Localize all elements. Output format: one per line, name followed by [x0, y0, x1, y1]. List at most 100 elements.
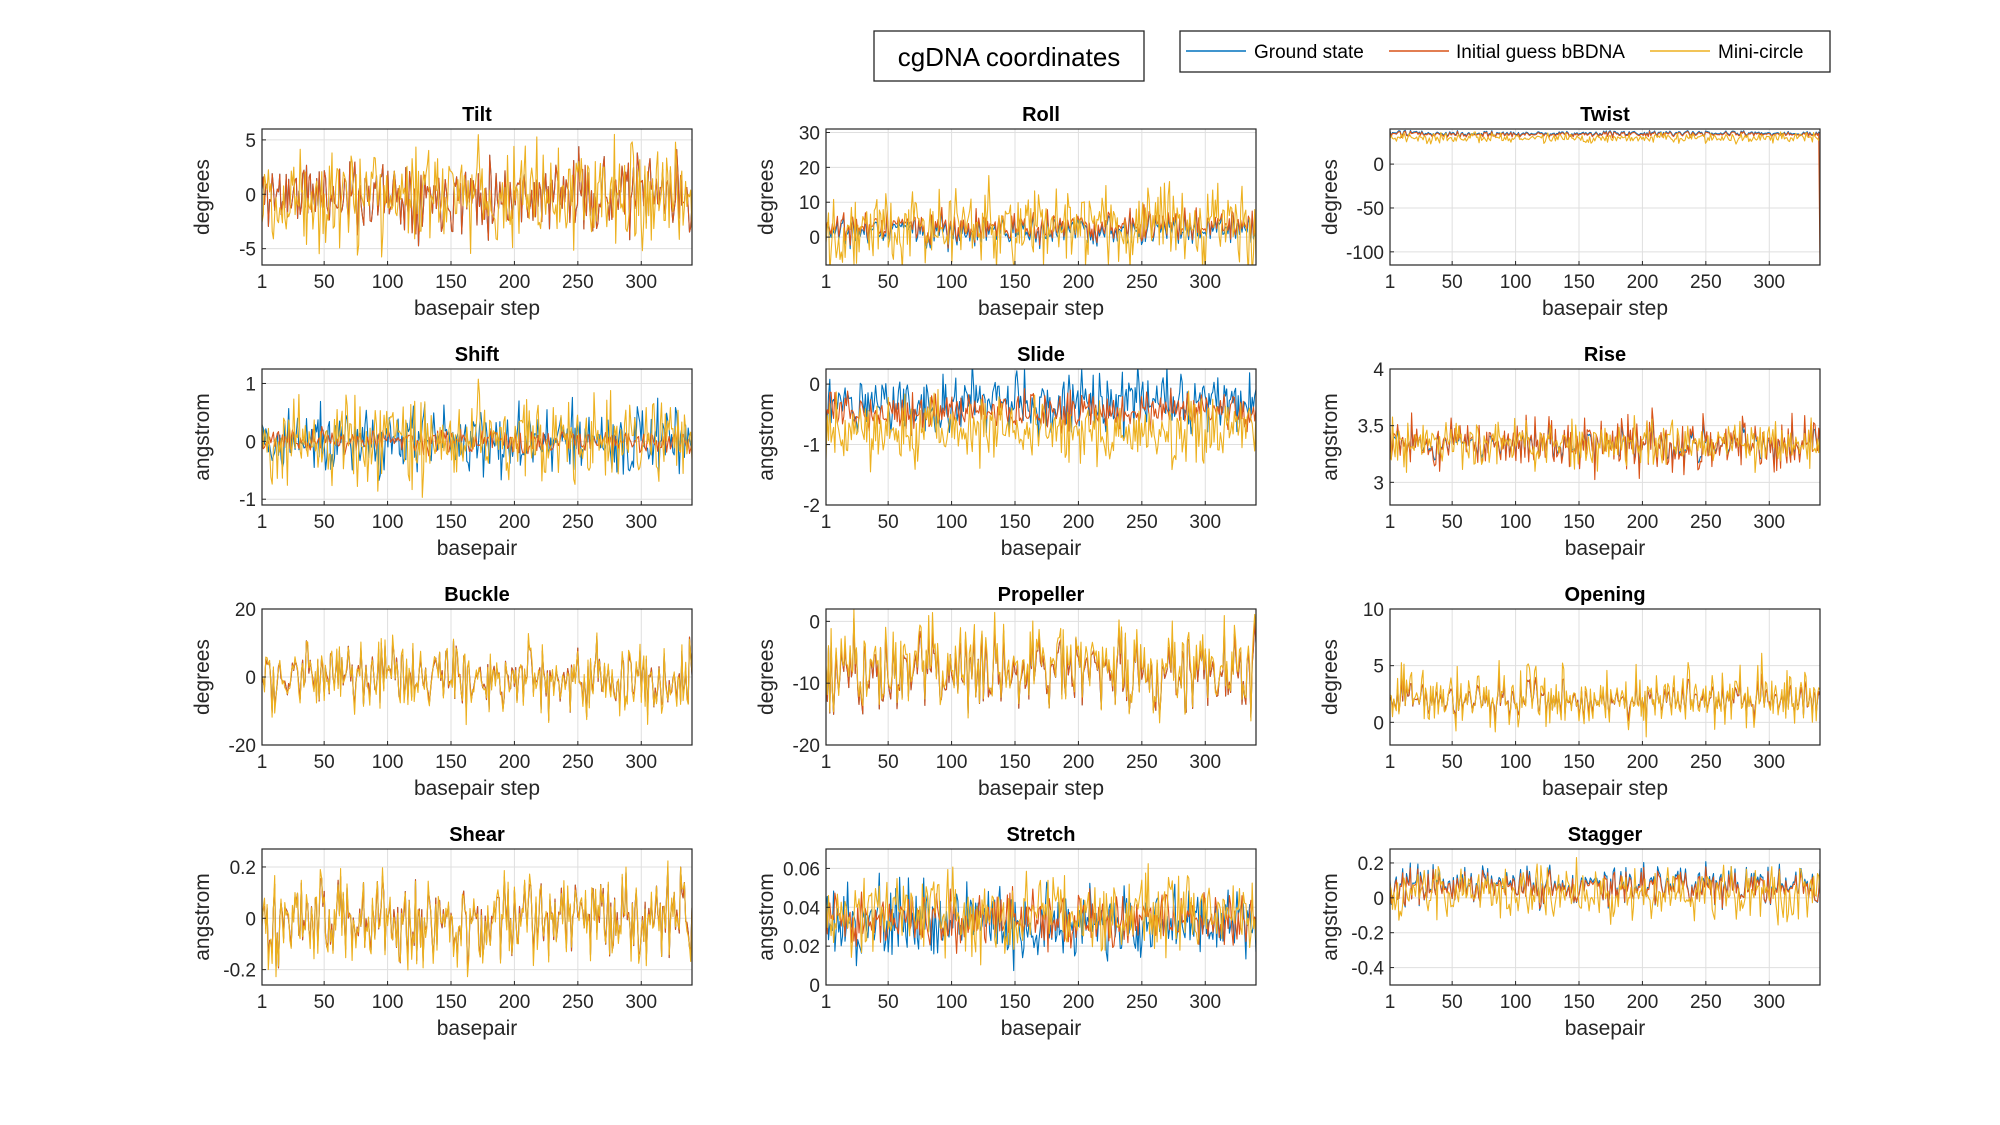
slide-axes-box: [825, 368, 1257, 506]
roll-y-tick-label: 0: [809, 228, 820, 249]
twist-x-label: basepair step: [1542, 297, 1668, 320]
tilt-x-tick-label: 300: [625, 272, 657, 293]
slide-x-label: basepair: [1001, 537, 1082, 560]
propeller-y-tick-label: 0: [809, 612, 820, 633]
buckle-series-group: [262, 632, 692, 726]
twist-x-tick-label: 50: [1442, 272, 1463, 293]
shift-x-tick-label: 200: [499, 512, 531, 533]
shear-x-tick-label: 1: [257, 992, 268, 1013]
opening-x-tick-label: 1: [1385, 752, 1396, 773]
roll-x-tick-label: 250: [1126, 272, 1158, 293]
rise-y-tick-label: 3: [1373, 473, 1384, 494]
tilt-y-tick-label: -5: [239, 240, 256, 261]
twist-y-label: degrees: [1319, 159, 1342, 235]
buckle-x-label: basepair step: [414, 777, 540, 800]
stagger-x-tick-label: 1: [1385, 992, 1396, 1013]
tilt-axes-box: [261, 128, 693, 266]
figure-title: cgDNA coordinates: [898, 42, 1121, 72]
propeller-x-tick-label: 200: [1063, 752, 1095, 773]
twist-x-tick-label: 150: [1563, 272, 1595, 293]
shear-y-tick-label: -0.2: [223, 961, 256, 982]
subplot-stagger: 1 50 100 150 200 250 300-0.4-0.200.2Staggerbas…: [1319, 824, 1821, 1040]
propeller-title: Propeller: [998, 584, 1085, 606]
propeller-axes-box: [825, 608, 1257, 746]
rise-x-tick-label: 1: [1385, 512, 1396, 533]
stagger-x-tick-label: 50: [1442, 992, 1463, 1013]
stretch-y-label: angstrom: [755, 873, 778, 961]
stagger-axes-box: [1389, 848, 1821, 986]
slide-x-tick-label: 200: [1063, 512, 1095, 533]
subplot-propeller: 1 50 100 150 200 250 300-20-100Propellerbasepa…: [755, 584, 1257, 800]
tilt-x-tick-label: 50: [314, 272, 335, 293]
legend-entry-mini-circle[interactable]: Mini-circle: [1650, 42, 1804, 63]
shear-x-tick-label: 250: [562, 992, 594, 1013]
slide-title: Slide: [1017, 344, 1065, 366]
slide-series-group: [826, 369, 1256, 473]
roll-y-tick-label: 20: [799, 158, 820, 179]
roll-y-label: degrees: [755, 159, 778, 235]
shift-x-tick-label: 300: [625, 512, 657, 533]
opening-y-tick-label: 5: [1373, 657, 1384, 678]
roll-x-tick-label: 150: [999, 272, 1031, 293]
shift-x-tick-label: 1: [257, 512, 268, 533]
roll-series-initial-guess-bbdna: [826, 204, 1256, 249]
tilt-title: Tilt: [462, 104, 492, 126]
slide-y-tick-label: 0: [809, 375, 820, 396]
tilt-x-tick-label: 200: [499, 272, 531, 293]
legend-entry-initial-guess[interactable]: Initial guess bBDNA: [1389, 42, 1625, 63]
twist-plot-area: [1390, 129, 1820, 265]
stagger-x-tick-label: 100: [1500, 992, 1532, 1013]
roll-x-tick-label: 200: [1063, 272, 1095, 293]
rise-series-mini-circle: [1390, 414, 1820, 474]
legend[interactable]: Ground state Initial guess bBDNA Mini-ci…: [1179, 30, 1831, 73]
buckle-y-label: degrees: [191, 639, 214, 715]
opening-x-tick-label: 100: [1500, 752, 1532, 773]
legend-entry-ground-state[interactable]: Ground state: [1186, 42, 1364, 63]
stretch-x-tick-label: 50: [878, 992, 899, 1013]
shift-x-tick-label: 100: [372, 512, 404, 533]
slide-x-tick-label: 100: [936, 512, 968, 533]
shear-title: Shear: [449, 824, 505, 846]
stagger-x-label: basepair: [1565, 1017, 1646, 1040]
buckle-x-tick-label: 200: [499, 752, 531, 773]
tilt-x-tick-label: 1: [257, 272, 268, 293]
opening-plot-area: [1390, 609, 1820, 745]
slide-x-tick-label: 150: [999, 512, 1031, 533]
twist-y-tick-label: -50: [1357, 199, 1384, 220]
tilt-x-tick-label: 250: [562, 272, 594, 293]
shift-y-tick-label: 1: [245, 374, 256, 395]
twist-series-initial-guess-bbdna: [1390, 130, 1820, 265]
buckle-series-mini-circle: [262, 632, 692, 726]
rise-y-tick-label: 4: [1373, 360, 1384, 381]
shift-y-tick-label: -1: [239, 490, 256, 511]
tilt-x-tick-label: 100: [372, 272, 404, 293]
roll-axes-box: [825, 128, 1257, 266]
buckle-y-tick-label: -20: [229, 736, 256, 757]
stretch-x-tick-label: 200: [1063, 992, 1095, 1013]
buckle-x-tick-label: 300: [625, 752, 657, 773]
propeller-y-tick-label: -10: [793, 674, 820, 695]
rise-y-tick-label: 3.5: [1358, 417, 1384, 438]
opening-x-tick-label: 50: [1442, 752, 1463, 773]
roll-plot-area: [826, 129, 1256, 265]
shear-x-tick-label: 50: [314, 992, 335, 1013]
shift-x-tick-label: 150: [435, 512, 467, 533]
propeller-x-label: basepair step: [978, 777, 1104, 800]
stretch-x-label: basepair: [1001, 1017, 1082, 1040]
shear-y-tick-label: 0.2: [230, 858, 256, 879]
stagger-x-tick-label: 200: [1627, 992, 1659, 1013]
roll-y-tick-label: 30: [799, 123, 820, 144]
opening-series-mini-circle: [1390, 652, 1820, 738]
subplot-twist: 1 50 100 150 200 250 300-100-500Twistbasepair …: [1319, 104, 1821, 320]
shear-y-label: angstrom: [191, 873, 214, 961]
subplot-slide: 1 50 100 150 200 250 300-2-10Slidebasepairangs…: [755, 344, 1257, 560]
shift-x-tick-label: 250: [562, 512, 594, 533]
rise-x-tick-label: 100: [1500, 512, 1532, 533]
shift-x-label: basepair: [437, 537, 518, 560]
shear-axes-box: [261, 848, 693, 986]
twist-y-tick-label: 0: [1373, 155, 1384, 176]
